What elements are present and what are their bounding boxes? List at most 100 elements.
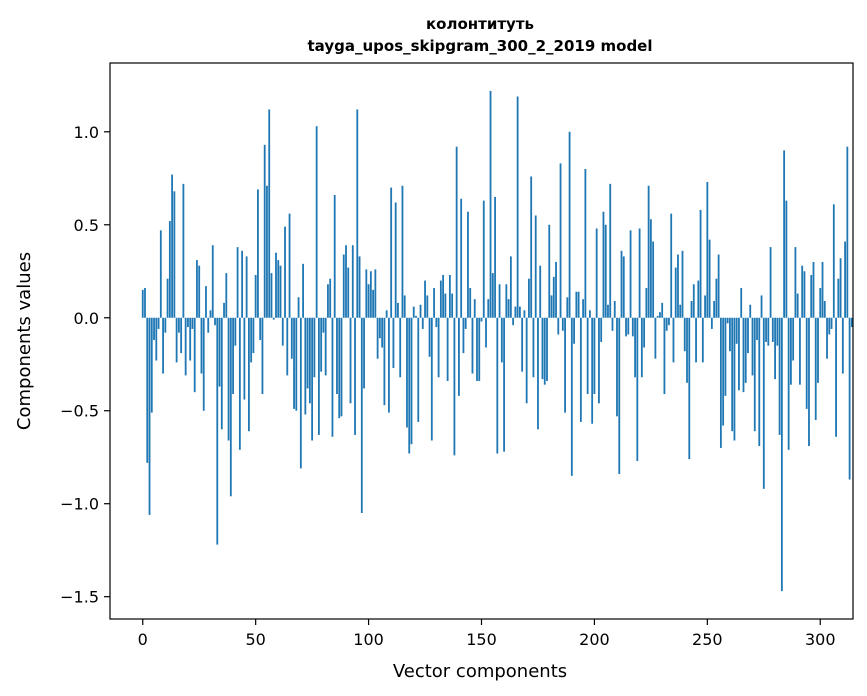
bar: [729, 317, 731, 352]
bar: [530, 176, 533, 318]
bar: [555, 261, 557, 318]
bar: [796, 293, 799, 318]
chart-title: колонтитуть: [426, 15, 534, 33]
bar: [539, 265, 542, 318]
bar: [830, 317, 833, 329]
bar: [376, 317, 379, 359]
bar: [455, 146, 458, 318]
bar: [360, 317, 363, 514]
bar: [514, 306, 517, 318]
bar: [342, 254, 345, 318]
bar: [523, 310, 526, 318]
bar: [144, 288, 146, 318]
bar: [762, 317, 765, 489]
bar: [263, 144, 266, 318]
bar: [232, 317, 234, 394]
bar: [841, 317, 844, 374]
bar: [482, 200, 485, 318]
bar: [659, 312, 661, 318]
bar: [751, 317, 754, 376]
bar: [749, 304, 752, 318]
bar: [218, 317, 221, 387]
bar: [690, 301, 693, 318]
bar: [426, 295, 429, 318]
bar: [245, 256, 248, 318]
bar: [390, 187, 393, 318]
bar: [397, 302, 399, 318]
bar: [351, 245, 354, 318]
bar: [464, 317, 467, 329]
bar: [410, 317, 413, 445]
bar: [629, 230, 632, 318]
bar: [315, 126, 318, 318]
bar: [374, 269, 377, 318]
bar: [424, 280, 426, 318]
bar: [216, 317, 219, 545]
bar: [399, 317, 402, 378]
bar: [503, 317, 505, 452]
bar: [823, 301, 826, 318]
bar: [688, 317, 691, 460]
bar: [184, 317, 187, 376]
bar: [266, 185, 268, 318]
x-tick-label: 300: [805, 630, 836, 649]
bar: [740, 288, 743, 318]
bar: [250, 317, 253, 363]
bar: [579, 317, 582, 422]
bar: [652, 241, 655, 318]
bar: [308, 317, 311, 404]
bar: [801, 265, 804, 318]
bar: [401, 185, 404, 318]
bar: [460, 198, 463, 318]
bar: [209, 310, 212, 318]
bar: [469, 288, 472, 318]
bar: [150, 317, 153, 413]
bar: [774, 317, 776, 380]
bar: [419, 304, 422, 318]
bar: [442, 274, 445, 318]
bar: [665, 317, 668, 331]
y-tick-label: −1.0: [60, 495, 99, 514]
bar: [726, 317, 729, 324]
bar: [742, 317, 745, 393]
bar: [550, 295, 553, 318]
bar: [421, 317, 424, 329]
bar: [471, 317, 474, 374]
bar: [311, 317, 314, 441]
bar: [403, 295, 406, 318]
bar: [701, 317, 704, 363]
bar: [388, 317, 390, 413]
bar: [270, 273, 273, 318]
bar: [787, 317, 790, 450]
bar: [681, 250, 684, 318]
y-axis-label: Components values: [14, 252, 35, 430]
bar: [196, 260, 198, 318]
bar: [817, 317, 819, 383]
x-tick-label: 50: [245, 630, 265, 649]
bar: [543, 317, 546, 385]
bar: [591, 317, 594, 424]
bar: [672, 317, 675, 363]
bar: [844, 241, 846, 318]
bar: [577, 291, 580, 318]
bar: [564, 317, 566, 413]
x-axis: 0 50 100 150 200 250 300: [138, 619, 836, 649]
bar: [634, 317, 636, 378]
bar: [638, 228, 641, 318]
bar: [164, 317, 167, 333]
bar: [719, 317, 722, 448]
bar: [521, 317, 524, 372]
bar: [677, 254, 679, 318]
bar: [559, 163, 562, 318]
bar: [566, 297, 569, 318]
bar: [819, 288, 822, 318]
bar: [313, 317, 316, 378]
bar: [575, 291, 578, 318]
bar: [435, 317, 438, 328]
bar: [516, 96, 519, 318]
bar: [765, 317, 767, 342]
bar: [295, 317, 298, 411]
bar: [494, 196, 496, 318]
bars-group: [141, 90, 853, 592]
bar: [415, 315, 417, 318]
